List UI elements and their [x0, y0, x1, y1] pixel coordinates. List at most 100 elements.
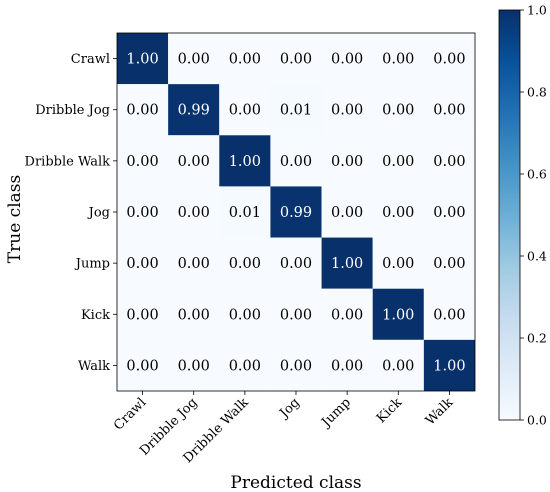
cell-value-label: 0.00 [126, 103, 158, 119]
heatmap-cell [117, 237, 169, 289]
cell-value-label: 0.00 [382, 256, 414, 272]
cell-value-label: 0.00 [382, 154, 414, 170]
cell-value-label: 0.00 [178, 256, 210, 272]
colorbar-tick-label: 0.8 [527, 85, 547, 100]
colorbar-tick-label: 0.4 [527, 249, 547, 264]
cell-value-label: 0.00 [433, 154, 465, 170]
cell-value-label: 1.00 [433, 358, 465, 374]
heatmap-cell [372, 288, 424, 340]
cell-value-label: 0.00 [433, 205, 465, 221]
heatmap-cell [219, 33, 271, 85]
cell-value-label: 1.00 [382, 307, 414, 323]
heatmap-cell [321, 33, 373, 85]
plot-frame [116, 32, 476, 392]
cell-value-label: 1.00 [229, 154, 261, 170]
cell-value-label: 0.00 [126, 307, 158, 323]
cell-value-label: 0.00 [382, 205, 414, 221]
cell-value-label: 0.00 [229, 358, 261, 374]
cell-value-label: 0.00 [178, 307, 210, 323]
heatmap-cell [168, 33, 220, 85]
x-axis-label: Predicted class [230, 473, 361, 492]
heatmap-cell [270, 186, 322, 238]
heatmap-cell [321, 135, 373, 187]
heatmap-cell [372, 237, 424, 289]
heatmap-cell [219, 237, 271, 289]
heatmap-cell [168, 339, 220, 391]
y-tick-label: Dribble Jog [35, 103, 110, 118]
cell-value-label: 0.00 [280, 52, 312, 68]
heatmap-cell [219, 186, 271, 238]
heatmap-cell [117, 84, 169, 136]
y-tick-label: Jump [74, 257, 110, 272]
y-tick-label: Walk [78, 359, 110, 374]
cell-value-label: 0.00 [433, 307, 465, 323]
heatmap-cell [168, 135, 220, 187]
cell-value-label: 0.00 [331, 205, 363, 221]
cell-value-label: 0.00 [331, 103, 363, 119]
heatmap-cell [321, 186, 373, 238]
heatmap-cell [372, 84, 424, 136]
y-tick-label: Dribble Walk [25, 154, 111, 169]
cell-value-label: 0.00 [126, 358, 158, 374]
heatmap-cell [321, 288, 373, 340]
heatmap-cell [117, 33, 169, 85]
cell-value-label: 0.00 [178, 52, 210, 68]
heatmap-cells: 1.00 0.00 0.00 0.00 0.00 0.00 0.00 0.00 0.99 0.00… [117, 33, 475, 391]
cell-value-label: 0.00 [178, 205, 210, 221]
cell-value-label: 0.00 [331, 154, 363, 170]
cell-value-label: 0.00 [433, 52, 465, 68]
y-tick-label: Crawl [71, 52, 110, 67]
cell-value-label: 0.00 [229, 307, 261, 323]
cell-value-label: 0.00 [433, 256, 465, 272]
heatmap-cell [423, 135, 475, 187]
y-tick-labels: Crawl Dribble Jog Dribble Walk Jog Jump Kick W… [25, 52, 117, 374]
cell-value-label: 0.99 [280, 205, 312, 221]
cell-value-label: 0.00 [382, 52, 414, 68]
cell-value-label: 0.00 [126, 205, 158, 221]
heatmap-cell [270, 33, 322, 85]
heatmap-cell [372, 186, 424, 238]
cell-value-label: 0.00 [280, 256, 312, 272]
cell-value-label: 0.00 [126, 154, 158, 170]
cell-value-label: 0.01 [280, 103, 312, 119]
y-tick-label: Jog [87, 206, 110, 221]
heatmap-cell [117, 288, 169, 340]
cell-value-label: 0.99 [178, 103, 210, 119]
y-axis-label: True class [5, 175, 25, 263]
y-tick-label: Kick [81, 308, 110, 323]
heatmap-cell [321, 84, 373, 136]
cell-value-label: 1.00 [126, 52, 158, 68]
cell-value-label: 0.00 [229, 256, 261, 272]
heatmap-cell [270, 288, 322, 340]
cell-value-label: 0.00 [178, 358, 210, 374]
cell-value-label: 0.00 [229, 52, 261, 68]
heatmap-cell [117, 135, 169, 187]
cell-value-label: 0.00 [280, 154, 312, 170]
x-tick-label: Walk [423, 395, 456, 428]
heatmap-cell [270, 237, 322, 289]
x-tick-label: Jump [318, 395, 354, 431]
heatmap-cell [168, 288, 220, 340]
heatmap-cell [219, 288, 271, 340]
cell-value-label: 0.00 [126, 256, 158, 272]
heatmap-cell [423, 339, 475, 391]
cell-value-label: 0.00 [178, 154, 210, 170]
heatmap-cell [372, 135, 424, 187]
heatmap-cell [372, 339, 424, 391]
heatmap-cell [321, 339, 373, 391]
heatmap-cell [372, 33, 424, 85]
heatmap-cell [423, 186, 475, 238]
heatmap-cell [117, 339, 169, 391]
heatmap-cell [423, 84, 475, 136]
cell-value-label: 0.00 [382, 103, 414, 119]
heatmap-cell [219, 339, 271, 391]
cell-value-label: 0.00 [331, 52, 363, 68]
heatmap-cell [423, 288, 475, 340]
cell-value-label: 0.00 [382, 358, 414, 374]
colorbar-tick-label: 0.2 [527, 331, 547, 346]
cell-value-label: 0.01 [229, 205, 261, 221]
heatmap-cell [168, 84, 220, 136]
heatmap-cell [423, 33, 475, 85]
cell-value-label: 0.00 [433, 103, 465, 119]
x-tick-label: Crawl [111, 395, 149, 433]
